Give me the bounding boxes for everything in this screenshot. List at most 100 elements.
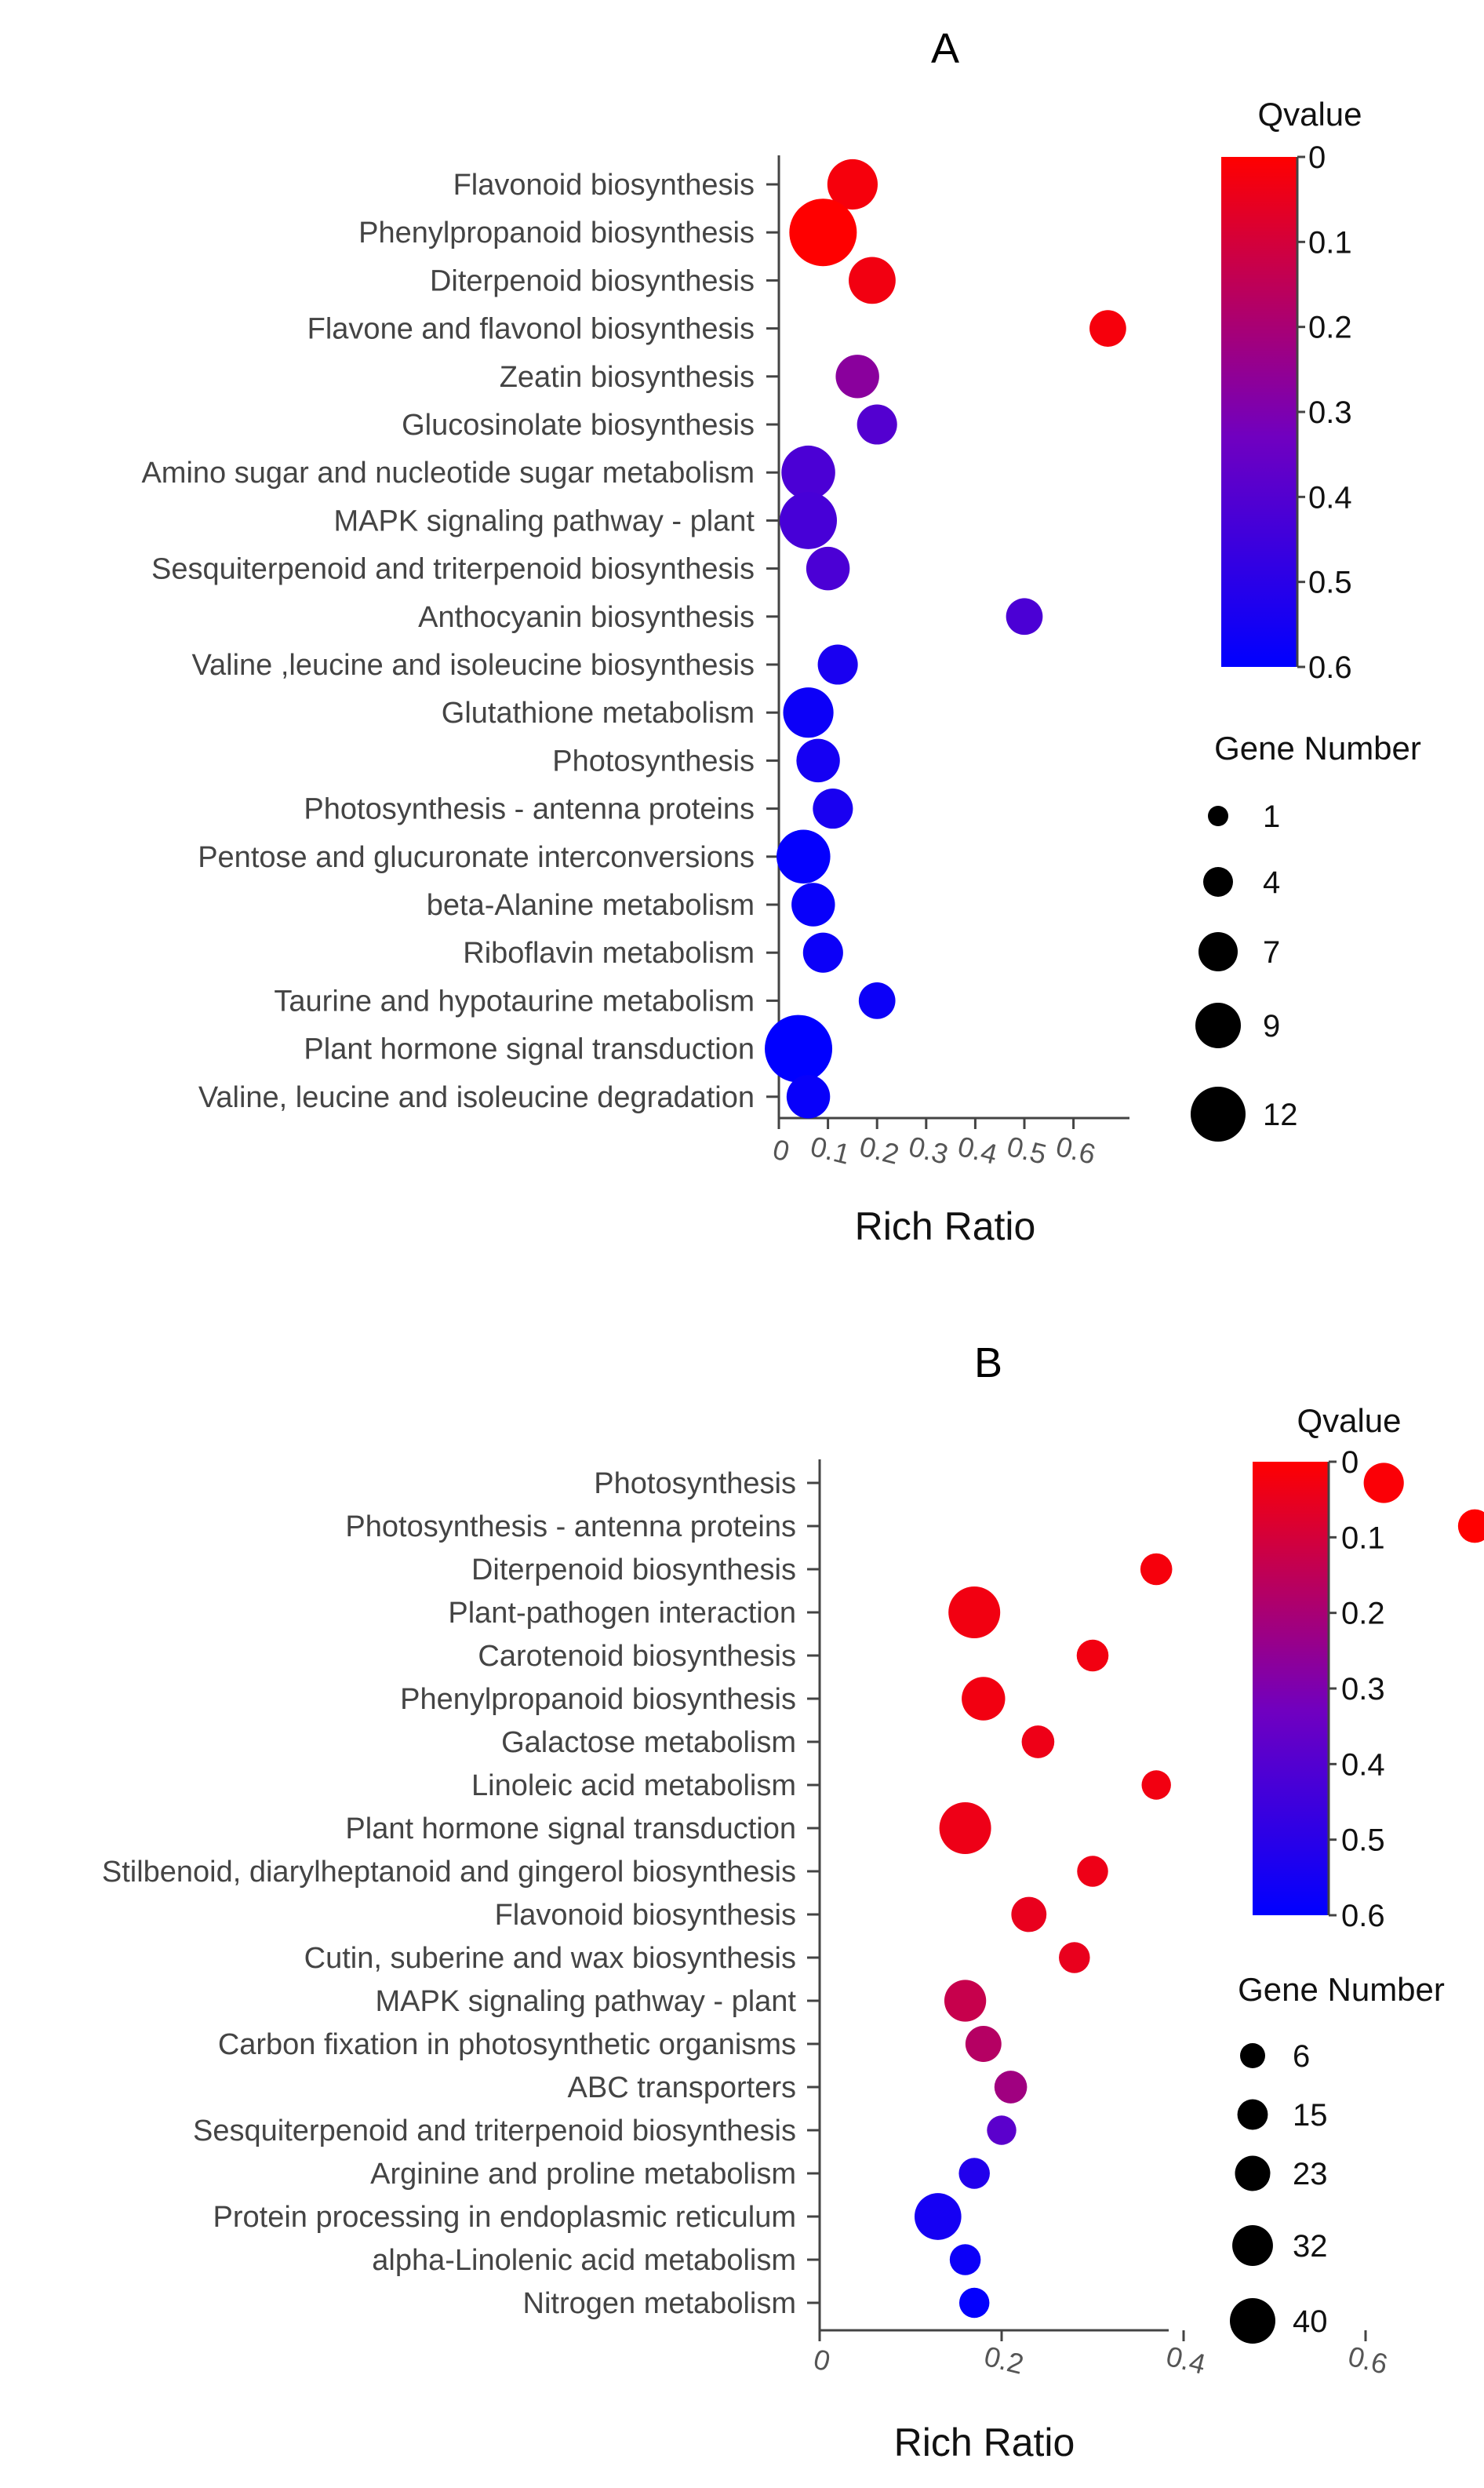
panel-b-category-label: Cutin, suberine and wax biosynthesis (304, 1942, 796, 1975)
panel-b-qvalue-legend-title: Qvalue (1297, 1402, 1401, 1439)
panel-a-category-label: Flavonoid biosynthesis (453, 169, 755, 202)
panel-a-bubble[interactable] (858, 982, 896, 1019)
panel-b-bubble[interactable] (1059, 1942, 1090, 1973)
panel-b-category-label: Photosynthesis (594, 1467, 796, 1500)
panel-a-bubble[interactable] (849, 257, 896, 304)
panel-b-bubble[interactable] (987, 2115, 1017, 2145)
panel-a-colorbar-tick-label: 0.1 (1308, 225, 1352, 260)
panel-b-bubble[interactable] (994, 2071, 1028, 2104)
panel-a-category-label: Glucosinolate biosynthesis (402, 409, 755, 442)
panel-a-bubble[interactable] (789, 199, 857, 267)
panel-a-bubble[interactable] (1089, 310, 1126, 347)
panel-a-bubble[interactable] (817, 644, 858, 685)
panel-b-bubble[interactable] (914, 2193, 962, 2240)
panel-b-size-legend-label: 40 (1293, 2304, 1328, 2339)
panel-a-bubble[interactable] (765, 1015, 833, 1083)
panel-a-bubble[interactable] (786, 1075, 831, 1119)
panel-b-size-legend-dot (1235, 2155, 1271, 2191)
panel-a-colorbar-tick-label: 0.6 (1308, 650, 1352, 685)
panel-b-bubble[interactable] (948, 1586, 1001, 1638)
panel-b-size-legend-label: 23 (1293, 2157, 1328, 2191)
panel-a-bubble[interactable] (781, 445, 835, 500)
panel-a-bubble[interactable] (857, 404, 897, 445)
panel-a-size-legend-label: 7 (1263, 935, 1280, 970)
panel-a-category-label: Riboflavin metabolism (463, 937, 755, 970)
panel-a-category-label: Sesquiterpenoid and triterpenoid biosynt… (151, 553, 755, 586)
panel-b-x-tick-label: 0.6 (1345, 2340, 1391, 2381)
panel-b-colorbar-tick-label: 0.5 (1341, 1823, 1385, 1858)
panel-b-category-label: Diterpenoid biosynthesis (471, 1554, 796, 1586)
panel-b-size-legend-dot (1237, 2099, 1268, 2130)
panel-a-colorbar-tick-label: 0.5 (1308, 566, 1352, 600)
panel-a-size-legend-label: 4 (1263, 865, 1280, 900)
panel-a-bubble[interactable] (813, 789, 853, 829)
panel-b-bubble[interactable] (1141, 1770, 1171, 1800)
panel-b-bubble[interactable] (939, 1802, 991, 1854)
panel-b-category-label: Galactose metabolism (501, 1726, 796, 1759)
panel-a-bubble[interactable] (780, 491, 838, 549)
panel-a-size-legend-dot (1198, 932, 1238, 971)
panel-a-category-label: Diterpenoid biosynthesis (430, 264, 755, 297)
panel-b-bubble[interactable] (1076, 1639, 1109, 1672)
panel-b-bubble[interactable] (958, 2287, 990, 2319)
panel-a-size-legend-dot (1191, 1087, 1246, 1142)
panel-b-bubble[interactable] (949, 2244, 981, 2275)
panel-b-size-legend-label: 6 (1293, 2039, 1310, 2074)
panel-a-x-tick-label: 0.3 (906, 1130, 951, 1171)
panel-b-bubble[interactable] (1021, 1725, 1055, 1758)
panel-a-category-label: Flavone and flavonol biosynthesis (307, 313, 755, 346)
panel-b-bubble[interactable] (1140, 1553, 1173, 1586)
panel-a-bubble[interactable] (796, 738, 840, 783)
panel-a-x-axis-title: Rich Ratio (855, 1204, 1036, 1248)
panel-b-category-label: Stilbenoid, diarylheptanoid and gingerol… (102, 1856, 796, 1889)
panel-b-category-label: alpha-Linolenic acid metabolism (372, 2244, 796, 2277)
panel-b-category-label: Nitrogen metabolism (523, 2287, 796, 2320)
panel-a-bubble[interactable] (806, 546, 850, 591)
panel-a-size-legend-label: 9 (1263, 1009, 1280, 1044)
panel-b-category-label: Sesquiterpenoid and triterpenoid biosynt… (193, 2115, 796, 2147)
panel-b: B Photosynthesis Photosynthesis - antenna … (102, 1339, 1484, 2464)
panel-b-x-axis-title: Rich Ratio (894, 2421, 1075, 2464)
panel-b-bubble[interactable] (965, 2026, 1002, 2062)
panel-a-bubble[interactable] (791, 883, 835, 927)
panel-a-colorbar-tick-label: 0.2 (1308, 311, 1352, 345)
panel-a-category-label: MAPK signaling pathway - plant (333, 505, 755, 537)
panel-a-x-tick-label: 0.6 (1053, 1130, 1098, 1171)
panel-b-category-label: Phenylpropanoid biosynthesis (400, 1683, 796, 1716)
panel-a-bubble[interactable] (802, 932, 843, 973)
panel-b-bubble[interactable] (962, 1677, 1006, 1721)
panel-b-bubble[interactable] (944, 1980, 987, 2022)
panel-b-colorbar-tick-label: 0.3 (1341, 1672, 1385, 1707)
panel-a-category-label: beta-Alanine metabolism (427, 889, 755, 922)
panel-a-category-label: Glutathione metabolism (442, 697, 755, 730)
panel-a-bubble[interactable] (777, 829, 831, 884)
panel-a-bubble[interactable] (835, 355, 879, 399)
panel-a-bubble[interactable] (827, 158, 878, 210)
panel-a-bubble[interactable] (783, 687, 834, 738)
panel-a-qvalue-legend-title: Qvalue (1257, 96, 1362, 133)
panel-a-category-label: Plant hormone signal transduction (304, 1033, 755, 1066)
panel-a-bubble[interactable] (1006, 598, 1043, 636)
panel-b-category-label: Plant-pathogen interaction (448, 1597, 796, 1630)
panel-a-colorbar-tick-label: 0.3 (1308, 395, 1352, 430)
panel-b-qvalue-colorbar (1253, 1462, 1329, 1915)
panel-a-x-tick-label: 0 (769, 1133, 792, 1168)
panel-a-category-label: Phenylpropanoid biosynthesis (358, 217, 755, 250)
panel-b-bubble[interactable] (1457, 1509, 1484, 1543)
panel-b-bubble[interactable] (1363, 1463, 1404, 1503)
panel-a-size-legend-dot (1203, 867, 1233, 897)
panel-b-category-label: Linoleic acid metabolism (471, 1769, 796, 1802)
panel-a-x-tick-label: 0.2 (857, 1130, 902, 1171)
panel-b-x-tick-label: 0 (810, 2343, 833, 2378)
panel-a-size-legend-label: 12 (1263, 1098, 1298, 1132)
panel-b-bubble[interactable] (958, 2158, 990, 2189)
panel-b-x-tick-label: 0.4 (1163, 2340, 1209, 2381)
panel-a-category-label: Valine ,leucine and isoleucine biosynthe… (191, 649, 755, 682)
panel-a-category-label: Photosynthesis - antenna proteins (304, 793, 755, 826)
panel-a: A Flavonoid biosynthesis Phenylpropanoid b… (141, 25, 1420, 1248)
panel-b-bubble[interactable] (1077, 1856, 1108, 1887)
panel-a-category-label: Zeatin biosynthesis (500, 361, 755, 394)
panel-a-x-tick-label: 0.4 (955, 1130, 1000, 1171)
panel-b-bubble[interactable] (1011, 1896, 1047, 1932)
